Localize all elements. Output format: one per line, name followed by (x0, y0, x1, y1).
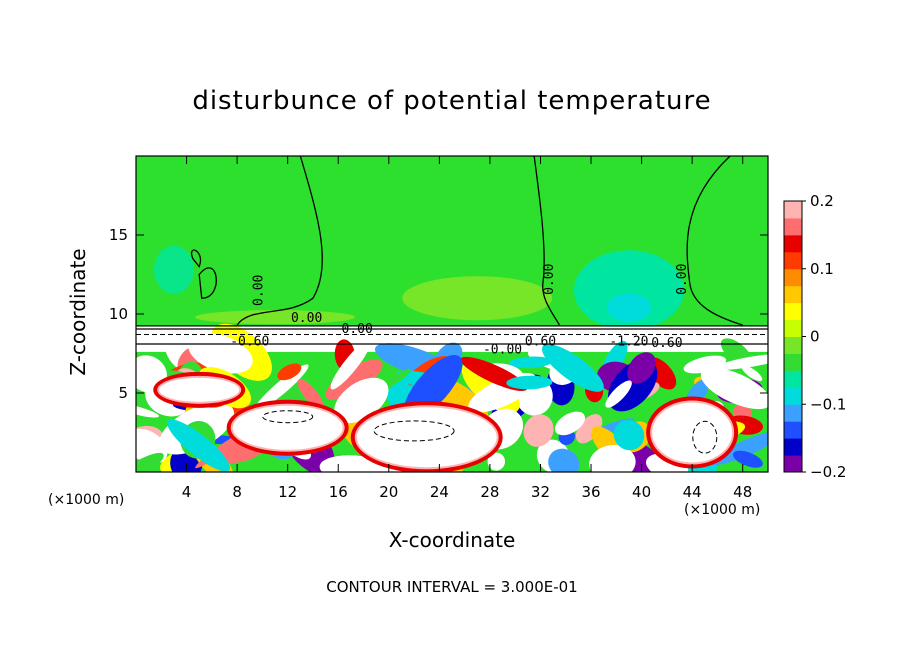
field-eddy (710, 430, 768, 466)
y-tick-label: 15 (109, 226, 128, 244)
field-eddy (508, 356, 553, 369)
y-tick-label: 5 (118, 384, 128, 402)
colorbar-tick-label: −0.2 (810, 463, 846, 481)
field-eddy (506, 375, 553, 390)
field-eddy (541, 344, 604, 392)
field-eddy (325, 359, 383, 400)
x-unit-right: (×1000 m) (684, 502, 761, 518)
x-tick-label: 40 (632, 483, 651, 501)
x-tick-label: 16 (329, 483, 348, 501)
field-blob (402, 276, 553, 321)
field-eddy (487, 452, 506, 471)
colorbar-swatch (784, 251, 802, 270)
field-eddy (741, 365, 763, 382)
field-cell (232, 405, 343, 450)
chart-title: disturbunce of potential temperature (192, 86, 712, 116)
field-eddy (277, 363, 302, 381)
contour-line (198, 267, 217, 299)
contour-line (190, 249, 202, 268)
field-eddy (136, 452, 164, 472)
y-tick-label: 10 (109, 305, 128, 323)
contour-label: 0.00 (342, 322, 373, 337)
x-tick-label: 20 (379, 483, 398, 501)
colorbar-swatch (784, 268, 802, 287)
colorbar-swatch (784, 353, 802, 371)
contour-interval-note: CONTOUR INTERVAL = 3.000E-01 (326, 578, 578, 596)
field-cell (652, 402, 733, 463)
contour-line (236, 156, 323, 326)
colorbar-swatch (784, 455, 802, 473)
y-axis-label: Z-coordinate (66, 248, 90, 376)
colorbar-swatch (784, 234, 802, 253)
field-eddy (613, 419, 645, 451)
x-tick-label: 24 (430, 483, 449, 501)
field-cell (159, 377, 240, 402)
colorbar-swatch (784, 421, 802, 439)
colorbar-swatch (784, 302, 802, 321)
colorbar-swatch (784, 438, 802, 456)
x-tick-label: 36 (581, 483, 600, 501)
field-eddy (554, 411, 586, 436)
colorbar-swatch (784, 370, 802, 388)
field-eddy (700, 367, 768, 410)
field-eddy (167, 419, 231, 472)
colorbar-tick-label: 0.1 (810, 260, 834, 278)
x-tick-label: 44 (683, 483, 702, 501)
x-tick-label: 48 (733, 483, 752, 501)
field-eddy (548, 448, 580, 472)
field-eddy (605, 380, 632, 408)
field-eddy (627, 352, 656, 384)
field-eddy (523, 414, 554, 447)
contour-label: 0.00 (251, 275, 266, 306)
contour-line-dashed (692, 420, 718, 454)
contour-label: 0.60 (651, 336, 682, 351)
colorbar-swatch (784, 285, 802, 304)
field-eddy (732, 450, 763, 468)
colorbar-swatch (784, 387, 802, 405)
contour-label: -0.60 (230, 335, 269, 350)
field-blob (195, 310, 356, 325)
contour-label: 0.00 (291, 311, 322, 326)
colorbar-swatch (784, 336, 802, 354)
x-tick-label: 12 (278, 483, 297, 501)
contour-label: -0.00 (483, 343, 522, 358)
field-cell (356, 407, 497, 468)
x-tick-label: 8 (232, 483, 242, 501)
contour-label: 0.60 (525, 335, 556, 350)
field-eddy (715, 354, 768, 370)
contour-line-dashed (262, 410, 314, 424)
colorbar-tick-label: 0.2 (810, 192, 834, 210)
colorbar-swatch (784, 404, 802, 422)
x-tick-label: 32 (531, 483, 550, 501)
colorbar-tick-label: −0.1 (810, 395, 846, 413)
field-blob (573, 250, 684, 331)
colorbar-swatch (784, 201, 802, 219)
colorbar-swatch (784, 217, 802, 236)
x-tick-label: 4 (182, 483, 192, 501)
x-axis-label: X-coordinate (388, 528, 516, 552)
x-unit-left: (×1000 m) (48, 492, 125, 508)
contour-line (533, 156, 561, 326)
contour-label: -1.20 (609, 335, 648, 350)
colorbar-swatch (784, 319, 802, 337)
contour-line (686, 156, 743, 326)
contour-label: 0.00 (542, 264, 557, 295)
field-blob (153, 245, 194, 294)
colorbar-tick-label: 0 (810, 328, 820, 346)
field-blob (606, 293, 651, 322)
field-eddy (297, 379, 324, 410)
contour-line-dashed (373, 420, 455, 442)
contour-label: 0.00 (675, 264, 690, 295)
field-eddy (330, 339, 372, 390)
x-tick-label: 28 (480, 483, 499, 501)
